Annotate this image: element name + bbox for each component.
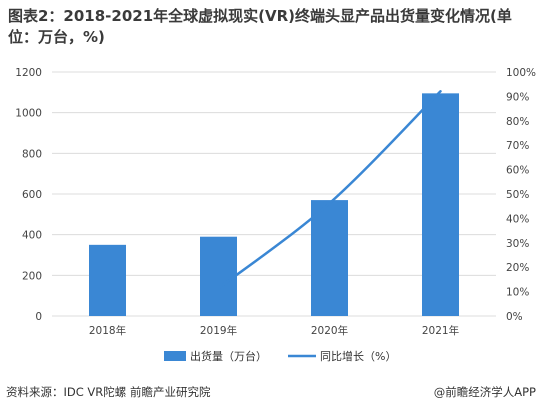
- left-tick-label: 1200: [15, 67, 42, 79]
- chart-title: 图表2：2018-2021年全球虚拟现实(VR)终端头显产品出货量变化情况(单位…: [8, 7, 512, 46]
- x-tick-label: 2020年: [311, 324, 348, 337]
- legend-label-bar: 出货量（万台）: [190, 349, 267, 363]
- right-tick-label: 100%: [506, 67, 536, 79]
- right-tick-label: 0%: [506, 311, 523, 323]
- line-series: [217, 90, 442, 290]
- right-tick-label: 90%: [506, 91, 529, 103]
- right-tick-label: 40%: [506, 213, 529, 225]
- growth-line: [217, 90, 442, 290]
- source-note: 资料来源：IDC VR陀螺 前瞻产业研究院: [6, 385, 211, 399]
- left-tick-label: 200: [22, 270, 42, 282]
- legend: 出货量（万台） 同比增长（%）: [164, 349, 396, 363]
- left-axis-ticks: 0 200 400 600 800 1000 1200: [15, 67, 42, 323]
- left-tick-label: 400: [22, 230, 42, 242]
- x-tick-label: 2018年: [89, 324, 126, 337]
- bar: [311, 200, 348, 316]
- left-tick-label: 600: [22, 189, 42, 201]
- right-tick-label: 30%: [506, 238, 529, 250]
- left-tick-label: 1000: [15, 108, 42, 120]
- brand-note: @前瞻经济学人APP: [433, 385, 536, 399]
- right-tick-label: 70%: [506, 140, 529, 152]
- legend-swatch-bar: [164, 351, 186, 361]
- x-axis-ticks: 2018年 2019年 2020年 2021年: [89, 324, 459, 337]
- left-tick-label: 800: [22, 148, 42, 160]
- left-tick-label: 0: [35, 311, 42, 323]
- right-axis-ticks: 0% 10% 20% 30% 40% 50% 60% 70% 80% 90% 100%: [506, 67, 536, 323]
- x-tick-label: 2019年: [200, 324, 237, 337]
- bar: [200, 236, 237, 316]
- x-tick-label: 2021年: [422, 324, 459, 337]
- right-tick-label: 20%: [506, 262, 529, 274]
- right-tick-label: 10%: [506, 287, 529, 299]
- bar: [422, 93, 459, 316]
- bar-series: [89, 93, 459, 316]
- right-tick-label: 50%: [506, 189, 529, 201]
- right-tick-label: 80%: [506, 116, 529, 128]
- bar: [89, 244, 126, 316]
- legend-label-line: 同比增长（%）: [320, 349, 396, 363]
- right-tick-label: 60%: [506, 165, 529, 177]
